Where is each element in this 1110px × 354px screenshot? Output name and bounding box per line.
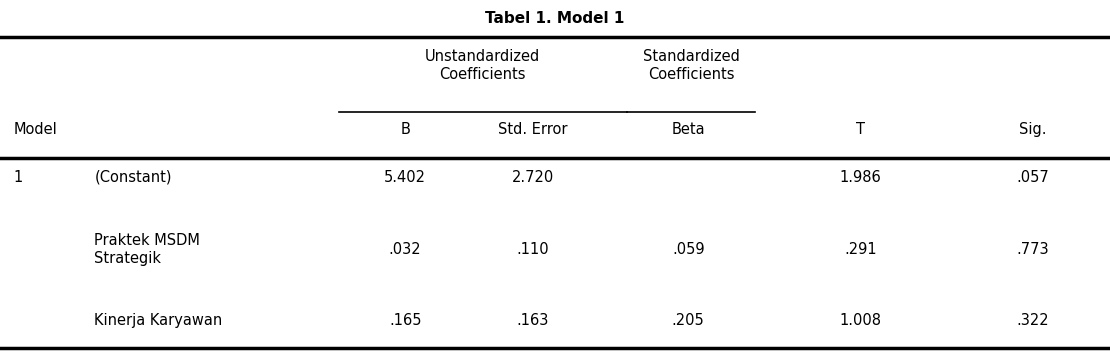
Text: T: T [856,122,865,137]
Text: .110: .110 [516,242,549,257]
Text: 1: 1 [13,170,22,184]
Text: .291: .291 [844,242,877,257]
Text: Tabel 1. Model 1: Tabel 1. Model 1 [485,11,625,25]
Text: Sig.: Sig. [1019,122,1046,137]
Text: .205: .205 [672,313,705,328]
Text: .322: .322 [1016,313,1049,328]
Text: Kinerja Karyawan: Kinerja Karyawan [94,313,223,328]
Text: B: B [401,122,410,137]
Text: Model: Model [13,122,57,137]
Text: .032: .032 [388,242,422,257]
Text: Beta: Beta [672,122,705,137]
Text: .773: .773 [1016,242,1049,257]
Text: Praktek MSDM
Strategik: Praktek MSDM Strategik [94,233,200,266]
Text: 1.008: 1.008 [839,313,881,328]
Text: .059: .059 [672,242,705,257]
Text: 2.720: 2.720 [512,170,554,184]
Text: .165: .165 [388,313,422,328]
Text: Unstandardized
Coefficients: Unstandardized Coefficients [425,49,541,82]
Text: 5.402: 5.402 [384,170,426,184]
Text: (Constant): (Constant) [94,170,172,184]
Text: .057: .057 [1016,170,1049,184]
Text: Std. Error: Std. Error [498,122,567,137]
Text: 1.986: 1.986 [839,170,881,184]
Text: .163: .163 [516,313,549,328]
Text: Standardized
Coefficients: Standardized Coefficients [643,49,739,82]
